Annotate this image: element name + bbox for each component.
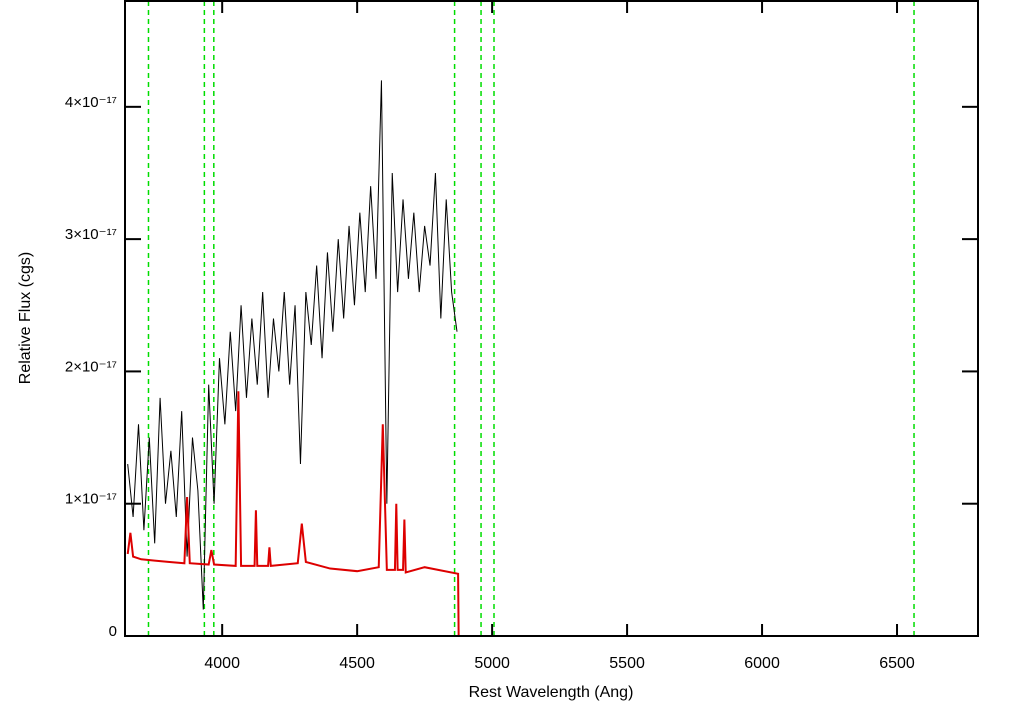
spectrum-line [126,391,978,637]
spectrum-line [127,80,458,610]
x-tick-label: 4000 [204,655,240,672]
x-tick-label: 6500 [879,655,915,672]
y-tick-label: 2×10⁻¹⁷ [65,358,117,375]
y-tick-label: 1×10⁻¹⁷ [65,491,117,508]
y-tick-label: 3×10⁻¹⁷ [65,226,117,243]
y-tick-label: 0 [109,623,117,640]
y-axis-label: Relative Flux (cgs) [17,252,34,384]
x-tick-label: 5000 [474,655,510,672]
y-tick-label: 4×10⁻¹⁷ [65,94,117,111]
plot-frame [124,0,979,637]
x-axis-label: Rest Wavelength (Ang) [469,684,634,701]
x-tick-label: 4500 [339,655,375,672]
x-tick-label: 6000 [744,655,780,672]
x-tick-label: 5500 [609,655,645,672]
